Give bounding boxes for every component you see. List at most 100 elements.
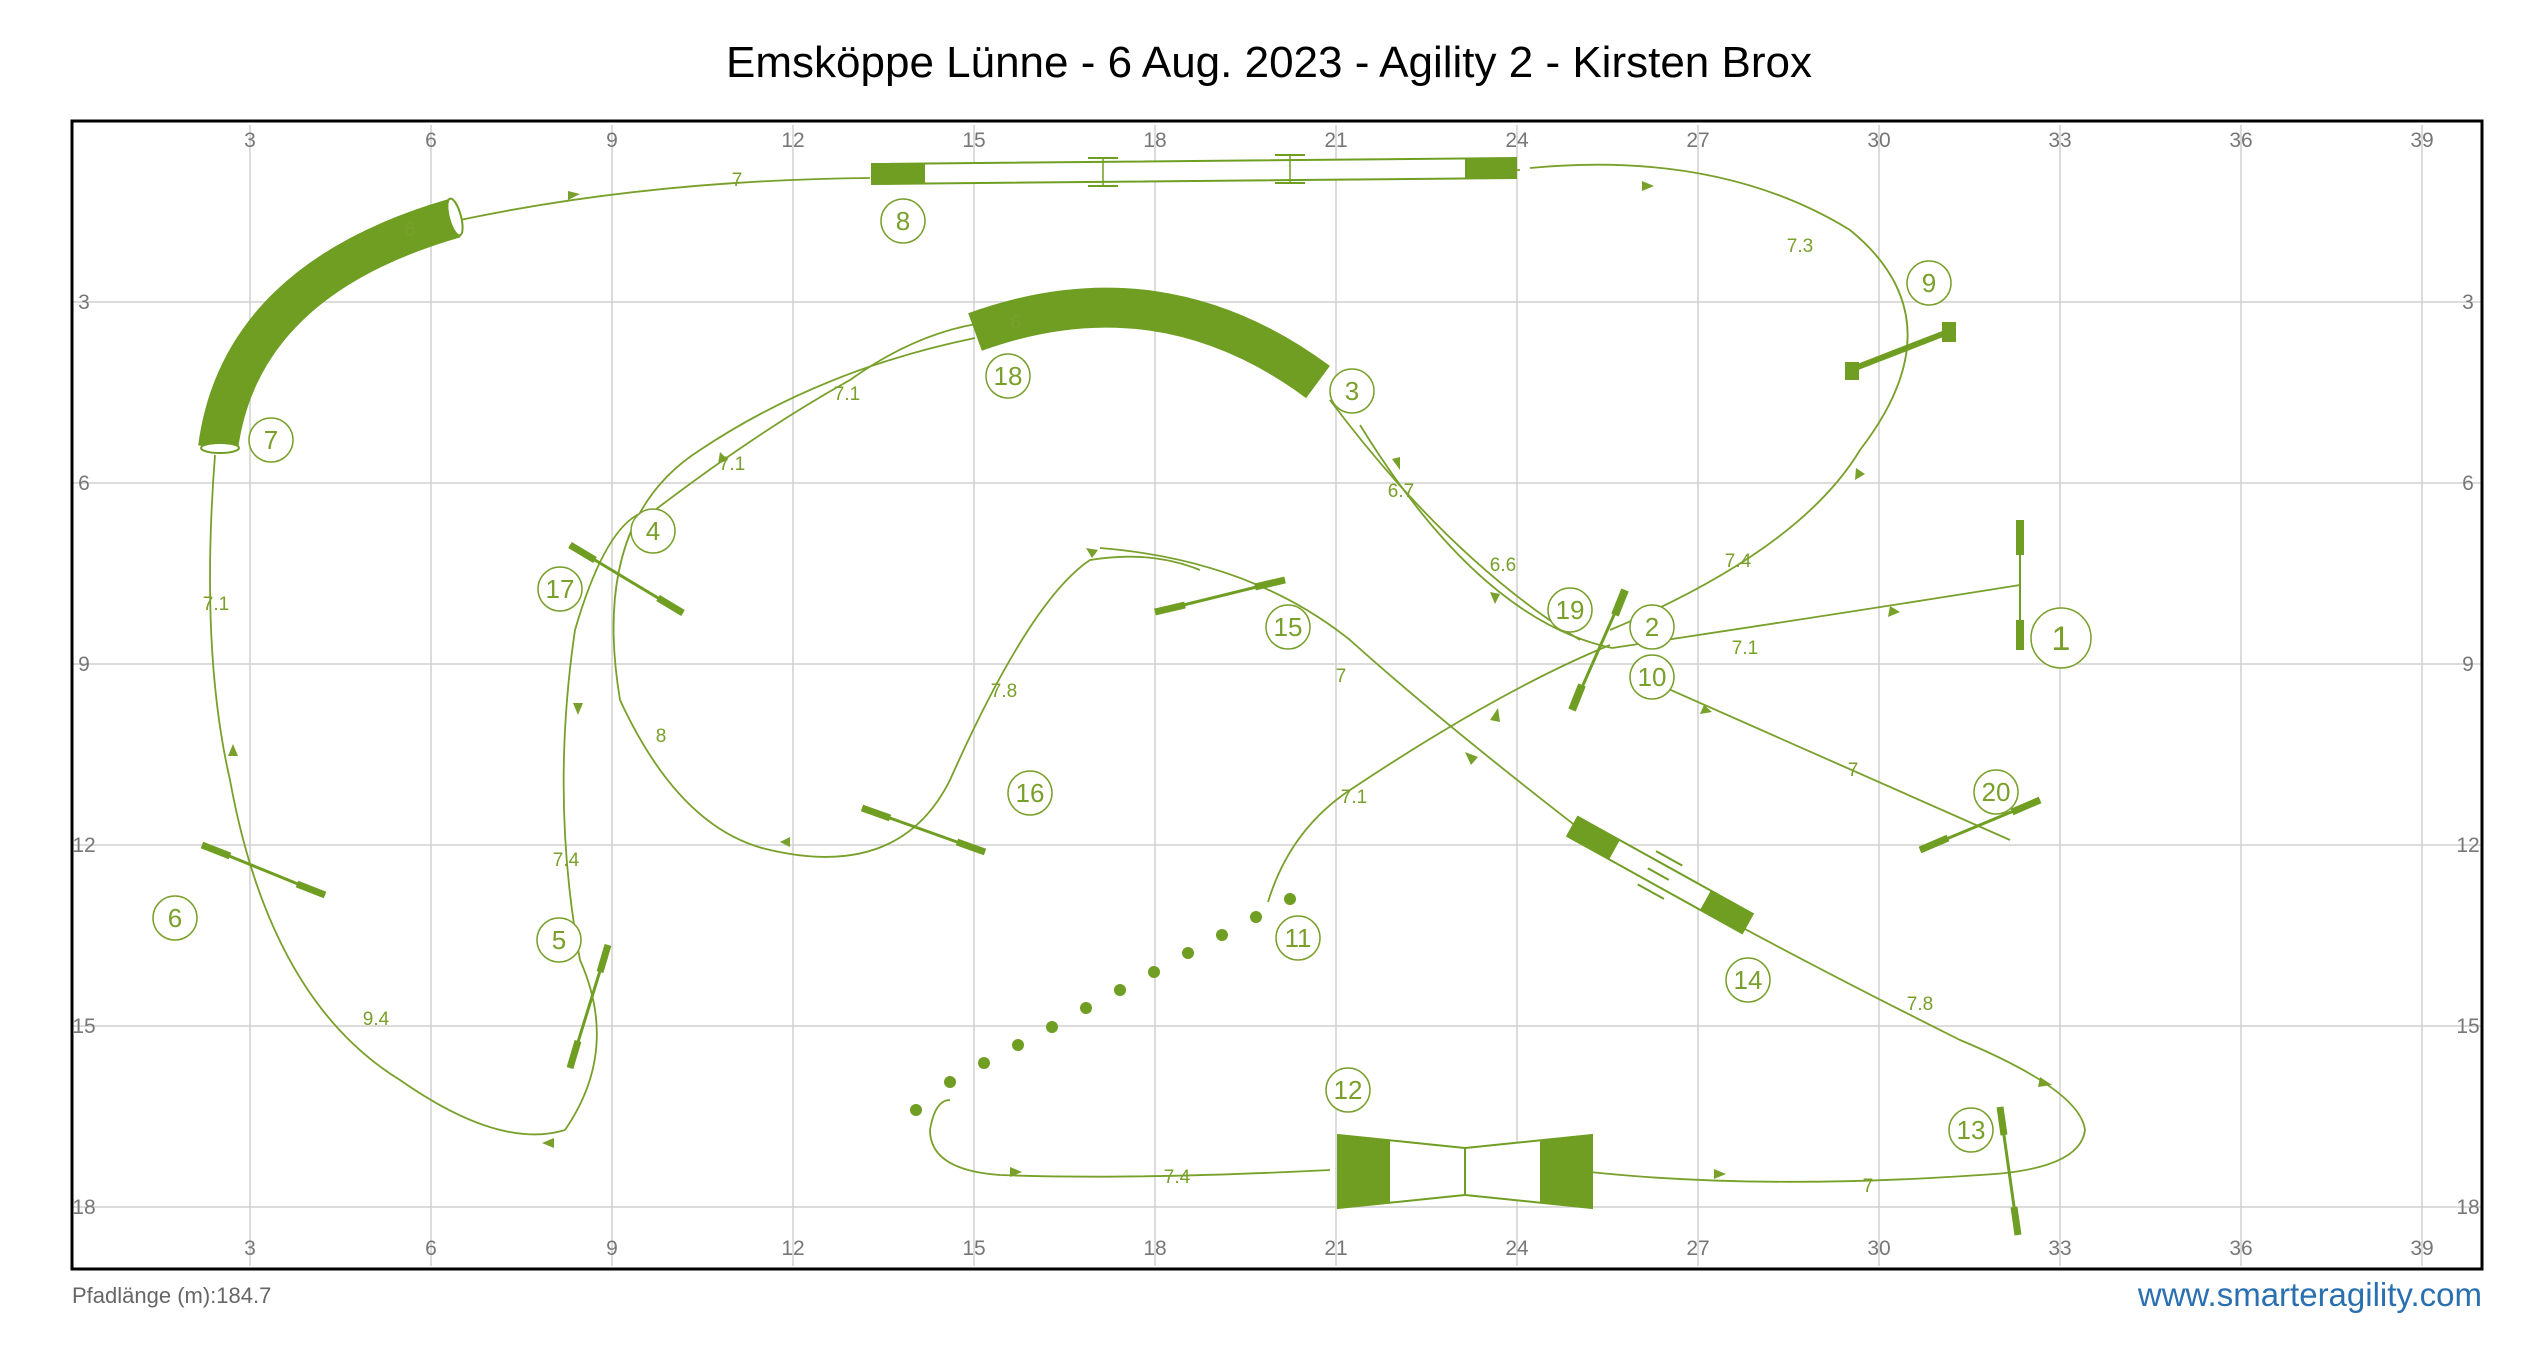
path-line xyxy=(929,1099,1331,1178)
arrow-icon xyxy=(2038,1077,2052,1087)
grid-lines xyxy=(72,125,2482,1266)
distance-label: 7.1 xyxy=(1341,787,1367,808)
svg-text:6: 6 xyxy=(168,903,182,933)
x-tick-top: 3 xyxy=(244,129,256,152)
svg-text:15: 15 xyxy=(1274,612,1303,642)
y-tick-right: 18 xyxy=(2456,1196,2479,1219)
arrow-icon xyxy=(1465,752,1478,765)
path-line xyxy=(1267,644,1611,903)
number-9: 9 xyxy=(1906,260,1952,306)
number-18: 18 xyxy=(985,353,1031,399)
distance-label: 7.4 xyxy=(1725,551,1752,572)
jump-20 xyxy=(1918,796,2042,854)
x-tick-top: 27 xyxy=(1686,129,1709,152)
number-8: 8 xyxy=(880,198,926,244)
number-12: 12 xyxy=(1325,1067,1371,1113)
number-6: 6 xyxy=(152,895,198,941)
obstacles: 6 6 xyxy=(198,154,2042,1236)
x-tick-top: 30 xyxy=(1867,129,1890,152)
arrow-icon xyxy=(1490,592,1500,604)
distance-label: 7.8 xyxy=(1907,994,1933,1015)
x-tick-bottom: 12 xyxy=(781,1237,804,1260)
number-10: 10 xyxy=(1629,654,1675,700)
x-tick-bottom: 9 xyxy=(606,1237,618,1260)
arrow-icon xyxy=(1888,606,1900,617)
jump-13 xyxy=(1996,1106,2022,1236)
y-tick-left: 9 xyxy=(78,653,90,676)
x-tick-top: 36 xyxy=(2229,129,2252,152)
x-tick-top: 6 xyxy=(425,129,437,152)
x-tick-bottom: 21 xyxy=(1324,1237,1347,1260)
svg-text:8: 8 xyxy=(896,206,910,236)
svg-text:16: 16 xyxy=(1016,778,1045,808)
number-1: 1 xyxy=(2030,607,2092,669)
svg-text:4: 4 xyxy=(646,516,660,546)
arrow-icon xyxy=(1086,548,1098,558)
distance-label: 9.4 xyxy=(363,1009,390,1030)
arrow-icon xyxy=(1700,705,1712,714)
distance-label: 8 xyxy=(656,726,667,747)
svg-text:12: 12 xyxy=(1334,1075,1363,1105)
x-tick-bottom: 15 xyxy=(962,1237,985,1260)
course-title: Emsköppe Lünne - 6 Aug. 2023 - Agility 2… xyxy=(726,38,1812,87)
number-5: 5 xyxy=(536,917,582,963)
svg-text:18: 18 xyxy=(994,361,1023,391)
svg-text:9: 9 xyxy=(1922,268,1936,298)
x-tick-bottom: 3 xyxy=(244,1237,256,1260)
y-tick-left: 18 xyxy=(72,1196,95,1219)
path-line xyxy=(1329,399,1581,641)
path-line xyxy=(562,321,991,1131)
arrow-icon xyxy=(568,191,580,200)
x-tick-top: 33 xyxy=(2048,129,2071,152)
arrow-icon xyxy=(542,1138,554,1148)
number-4: 4 xyxy=(630,508,676,554)
arrow-icon xyxy=(1642,181,1654,191)
number-19: 19 xyxy=(1547,587,1593,633)
svg-text:14: 14 xyxy=(1734,965,1763,995)
x-tick-top: 21 xyxy=(1324,129,1347,152)
number-11: 11 xyxy=(1275,915,1321,961)
distance-labels: 7 7.3 7.4 7.1 7.1 7.1 7.4 9.4 7.1 6.7 6.… xyxy=(203,170,1933,1197)
jump-9 xyxy=(1845,322,1956,380)
jump-16 xyxy=(860,804,987,856)
distance-label: 7.1 xyxy=(719,454,745,475)
x-tick-bottom: 36 xyxy=(2229,1237,2252,1260)
jump-2 xyxy=(1568,588,1629,712)
number-13: 13 xyxy=(1948,1107,1994,1153)
distance-label: 7.1 xyxy=(834,384,860,405)
jump-6 xyxy=(200,841,327,899)
number-20: 20 xyxy=(1973,769,2019,815)
number-3: 3 xyxy=(1329,368,1375,414)
distance-label: 7 xyxy=(1863,1176,1874,1197)
y-tick-left: 12 xyxy=(72,834,95,857)
obstacle-numbers: 1 2 3 4 5 6 7 8 9 10 11 12 13 14 15 16 1… xyxy=(152,198,2092,1153)
arrow-icon xyxy=(573,703,583,715)
path-length: Pfadlänge (m):184.7 xyxy=(72,1283,272,1308)
weave-11 xyxy=(910,893,1296,1116)
svg-text:2: 2 xyxy=(1645,612,1659,642)
path-line xyxy=(1611,584,2021,649)
arrow-icon xyxy=(1392,457,1400,470)
number-7: 7 xyxy=(248,417,294,463)
number-15: 15 xyxy=(1265,604,1311,650)
svg-text:19: 19 xyxy=(1556,595,1585,625)
y-tick-left: 6 xyxy=(78,472,90,495)
number-2: 2 xyxy=(1629,604,1675,650)
svg-text:13: 13 xyxy=(1957,1115,1986,1145)
website-link[interactable]: www.smarteragility.com xyxy=(2137,1276,2482,1313)
jump-15 xyxy=(1154,576,1286,616)
svg-text:17: 17 xyxy=(546,574,575,604)
distance-label: 7.4 xyxy=(553,850,580,871)
x-tick-bottom: 27 xyxy=(1686,1237,1709,1260)
x-tick-bottom: 39 xyxy=(2410,1237,2433,1260)
jump-17 xyxy=(568,541,685,617)
aframe-12 xyxy=(1337,1133,1593,1210)
distance-label: 7 xyxy=(1848,760,1859,781)
y-tick-left: 15 xyxy=(72,1015,95,1038)
arrow-icon xyxy=(780,837,790,847)
arrow-icon xyxy=(718,452,728,464)
y-tick-right: 15 xyxy=(2456,1015,2479,1038)
x-tick-top: 12 xyxy=(781,129,804,152)
x-tick-top: 18 xyxy=(1143,129,1166,152)
path-line xyxy=(459,177,871,221)
